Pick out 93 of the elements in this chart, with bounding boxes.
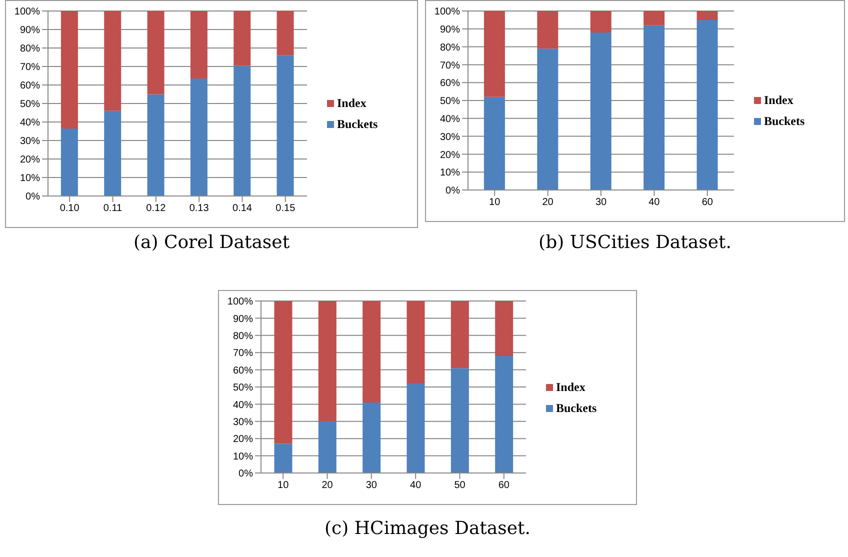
bar [450, 301, 469, 368]
text: (b) USCities Dataset. [538, 232, 732, 253]
y-tick-label: 30% [440, 132, 460, 143]
bar [190, 11, 208, 79]
y-tick-label: 60% [20, 80, 40, 92]
legend-label: Index [764, 93, 794, 108]
bar [276, 55, 294, 196]
x-tick-label: 10 [278, 480, 290, 492]
x-tick-label: 0.14 [232, 203, 252, 214]
y-tick-label: 60% [440, 78, 460, 90]
bar [495, 301, 514, 356]
y-tick-label: 80% [440, 42, 460, 54]
y-tick-label: 40% [440, 114, 460, 125]
y-tick-label: 90% [20, 25, 40, 36]
x-tick-label: 60 [702, 197, 714, 208]
legend-label: Index [556, 380, 586, 394]
bar [318, 421, 336, 473]
x-tick-label: 60 [498, 480, 510, 492]
x-tick-label: 40 [648, 197, 660, 208]
x-tick-label: 0.12 [146, 203, 166, 214]
y-tick-label: 20% [232, 434, 254, 446]
y-tick-label: 0% [446, 186, 460, 197]
y-tick-label: 20% [20, 154, 40, 166]
y-tick-label: 0% [238, 468, 254, 480]
bar [590, 32, 612, 190]
bar [406, 384, 425, 473]
legend-label: Buckets [764, 114, 805, 129]
y-tick-label: 70% [20, 62, 40, 74]
y-tick-label: 50% [232, 382, 254, 394]
y-tick-label: 40% [20, 118, 40, 129]
bar [362, 402, 381, 473]
y-tick-label: 90% [232, 314, 254, 325]
bar [104, 110, 122, 196]
x-tick-label: 20 [322, 480, 334, 492]
x-tick-label: 10 [489, 197, 501, 208]
bar [644, 11, 665, 26]
legend-label: Buckets [337, 117, 378, 132]
y-tick-label: 100% [434, 6, 460, 18]
bar [147, 11, 164, 94]
bar [274, 444, 292, 473]
bar [234, 66, 251, 196]
y-tick-label: 30% [232, 416, 254, 428]
bar [274, 301, 292, 444]
bar [537, 48, 558, 190]
x-tick-label: 50 [454, 480, 466, 492]
x-tick-label: 0.13 [189, 203, 210, 214]
bar [484, 11, 505, 97]
y-tick-label: 70% [232, 348, 254, 360]
y-tick-label: 70% [440, 60, 460, 72]
bar [60, 11, 78, 128]
y-tick-label: 80% [20, 44, 40, 55]
bar [537, 11, 558, 49]
x-tick-label: 0.15 [276, 203, 296, 214]
bar [362, 301, 381, 402]
bar [696, 20, 718, 190]
bar [590, 11, 612, 32]
y-tick-label: 20% [440, 150, 460, 161]
y-tick-label: 50% [440, 96, 460, 108]
y-tick-label: 10% [232, 451, 254, 462]
x-tick-label: 40 [410, 480, 422, 492]
y-tick-label: 30% [20, 136, 40, 148]
x-tick-label: 0.11 [103, 203, 123, 214]
y-tick-label: 60% [232, 365, 254, 376]
x-tick-label: 30 [595, 197, 607, 208]
y-tick-label: 100% [14, 6, 40, 18]
x-tick-label: 30 [366, 480, 378, 492]
bar [495, 356, 514, 473]
y-tick-label: 10% [440, 168, 460, 179]
y-tick-label: 100% [227, 296, 254, 308]
bar [696, 11, 718, 20]
x-tick-label: 0.10 [60, 203, 80, 214]
y-tick-label: 10% [20, 173, 40, 184]
bar [190, 78, 208, 196]
y-tick-label: 0% [26, 192, 40, 203]
y-tick-label: 50% [20, 99, 40, 110]
legend-label: Index [337, 96, 366, 111]
bar [484, 96, 505, 190]
bar [60, 128, 78, 196]
bar [318, 301, 336, 422]
y-tick-label: 90% [440, 24, 460, 36]
bar [104, 11, 122, 111]
legend-label: Buckets [556, 400, 597, 416]
text: (a) Corel Dataset [132, 232, 291, 253]
y-tick-label: 40% [232, 400, 254, 411]
bar [406, 301, 425, 384]
y-tick-label: 80% [232, 330, 254, 342]
bar [644, 25, 665, 190]
bar [234, 11, 251, 66]
text: (c) HCimages Dataset. [324, 518, 532, 539]
bar [147, 94, 164, 196]
bar [276, 11, 294, 56]
bar [450, 368, 469, 473]
x-tick-label: 20 [542, 197, 554, 208]
